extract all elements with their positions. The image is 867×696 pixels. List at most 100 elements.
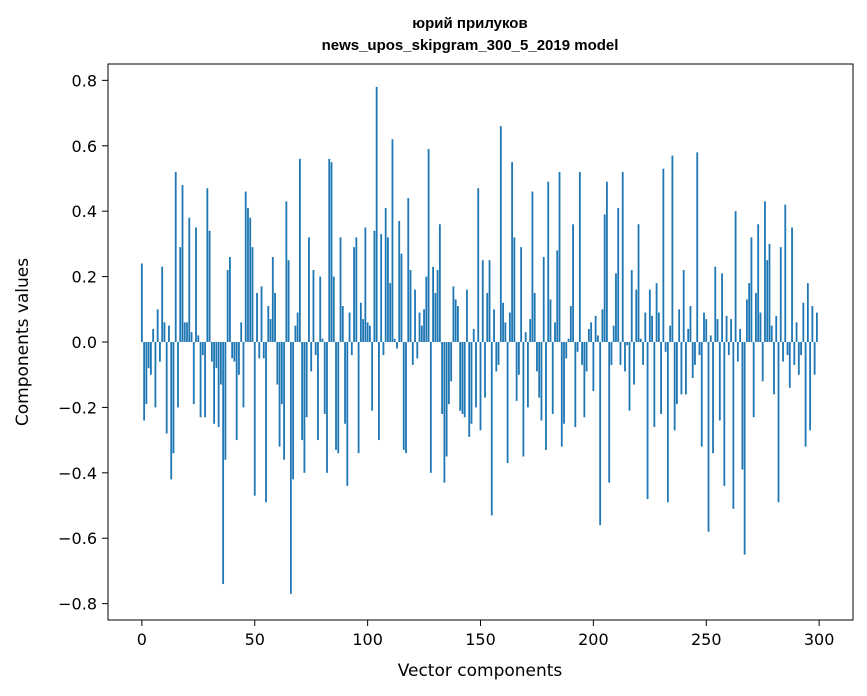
bar-64 xyxy=(285,201,288,342)
bar-237 xyxy=(676,342,678,405)
bar-114 xyxy=(398,220,401,342)
bar-80 xyxy=(321,338,324,342)
bar-12 xyxy=(168,325,170,342)
bar-275 xyxy=(761,342,764,382)
bar-170 xyxy=(524,332,527,342)
x-tick-label: 0 xyxy=(137,630,147,649)
bar-123 xyxy=(418,312,421,342)
bar-50 xyxy=(253,342,256,496)
bar-29 xyxy=(206,188,209,342)
bar-23 xyxy=(192,342,195,405)
bar-30 xyxy=(208,230,211,342)
bar-3 xyxy=(147,342,150,369)
bar-15 xyxy=(174,171,177,342)
bar-9 xyxy=(161,266,164,342)
bar-184 xyxy=(556,250,559,342)
bar-131 xyxy=(436,270,439,342)
bar-62 xyxy=(280,342,283,405)
bar-89 xyxy=(341,306,344,342)
x-axis-label: Vector components xyxy=(398,661,563,681)
bar-105 xyxy=(378,342,380,441)
bar-106 xyxy=(380,234,383,342)
bar-193 xyxy=(576,342,579,352)
bar-212 xyxy=(619,342,622,365)
bar-4 xyxy=(149,342,152,375)
bar-250 xyxy=(705,319,708,342)
bar-6 xyxy=(154,342,157,408)
bar-238 xyxy=(678,309,681,342)
bar-219 xyxy=(635,289,638,342)
bar-217 xyxy=(630,270,633,342)
bar-149 xyxy=(477,188,480,342)
bar-147 xyxy=(472,328,475,342)
bar-38 xyxy=(226,270,229,342)
bar-245 xyxy=(694,342,696,365)
bar-191 xyxy=(572,224,574,342)
bar-206 xyxy=(606,181,608,342)
bar-168 xyxy=(520,247,523,342)
bar-190 xyxy=(569,306,572,342)
bar-204 xyxy=(601,309,604,342)
bar-102 xyxy=(371,342,374,411)
bar-259 xyxy=(725,315,728,342)
bar-249 xyxy=(703,312,705,342)
bar-267 xyxy=(743,342,746,555)
bar-112 xyxy=(393,338,396,342)
bar-16 xyxy=(177,342,179,408)
x-tick-label: 200 xyxy=(578,630,609,649)
bar-220 xyxy=(637,224,640,342)
bar-235 xyxy=(671,155,674,342)
bar-132 xyxy=(438,224,441,342)
bar-256 xyxy=(718,342,721,421)
bar-33 xyxy=(215,342,218,369)
bar-240 xyxy=(682,270,685,342)
bar-97 xyxy=(359,302,362,342)
bar-19 xyxy=(183,322,186,342)
bar-37 xyxy=(224,342,227,460)
bar-174 xyxy=(533,292,536,342)
y-tick-label: 0.0 xyxy=(72,333,97,352)
bar-273 xyxy=(757,224,760,342)
bar-100 xyxy=(366,322,369,342)
bar-241 xyxy=(685,342,687,395)
bar-137 xyxy=(450,342,453,382)
bar-74 xyxy=(308,237,310,342)
bar-218 xyxy=(633,342,635,385)
bar-236 xyxy=(673,342,676,431)
bar-166 xyxy=(515,342,518,401)
y-tick-label: 0.2 xyxy=(72,268,97,287)
bar-292 xyxy=(800,342,802,356)
bar-247 xyxy=(698,342,701,356)
bar-0 xyxy=(140,263,143,342)
bar-229 xyxy=(657,312,660,342)
bar-83 xyxy=(328,158,331,342)
y-tick-label: −0.4 xyxy=(58,464,97,483)
bar-175 xyxy=(536,342,538,372)
bar-210 xyxy=(615,273,617,342)
bar-31 xyxy=(210,342,213,362)
bar-60 xyxy=(276,342,279,385)
bar-13 xyxy=(170,342,173,480)
bar-270 xyxy=(750,237,753,342)
bar-22 xyxy=(190,332,193,342)
bar-48 xyxy=(249,217,252,342)
bar-107 xyxy=(382,342,385,356)
bar-57 xyxy=(269,319,272,342)
bar-128 xyxy=(429,342,432,473)
bar-148 xyxy=(475,342,477,408)
bar-1 xyxy=(143,342,146,421)
bar-298 xyxy=(813,342,816,375)
bar-139 xyxy=(454,299,457,342)
bar-239 xyxy=(680,342,683,395)
bar-26 xyxy=(199,342,202,418)
bar-101 xyxy=(368,325,371,342)
bar-283 xyxy=(779,247,782,342)
x-tick-label: 50 xyxy=(245,630,265,649)
bar-series xyxy=(140,86,818,594)
bar-32 xyxy=(213,342,216,424)
bar-230 xyxy=(660,342,663,414)
bar-34 xyxy=(217,342,220,428)
bar-163 xyxy=(508,312,511,342)
bar-251 xyxy=(707,342,710,532)
bar-45 xyxy=(242,342,245,408)
